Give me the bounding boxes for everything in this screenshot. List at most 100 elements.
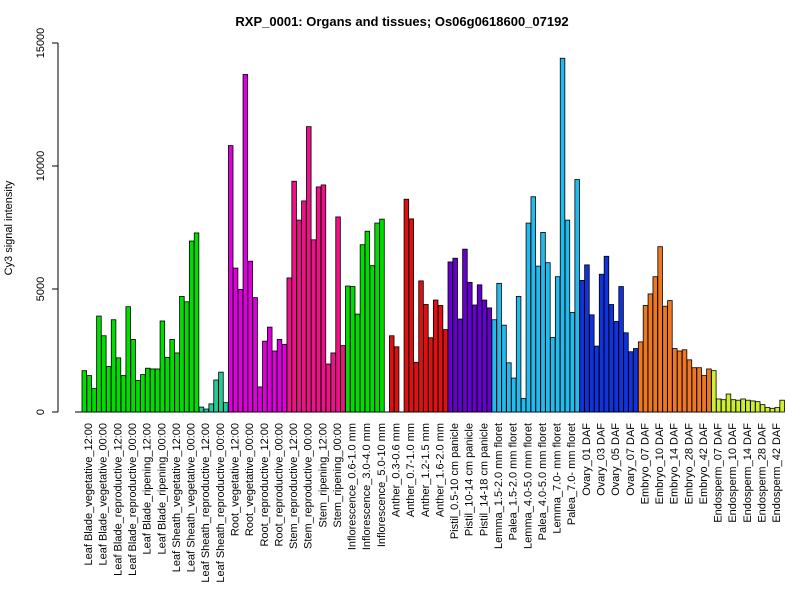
x-tick-label: Stem_ripening_12:00 bbox=[317, 423, 329, 528]
x-tick-label: Endosperm_14 DAF bbox=[742, 423, 754, 523]
x-tick-label: Root_vegetative_12:00 bbox=[229, 423, 241, 536]
bar bbox=[608, 304, 615, 413]
bar bbox=[506, 362, 512, 413]
x-tick-label: Root_reproductive_12:00 bbox=[259, 423, 271, 547]
bar bbox=[101, 335, 107, 413]
bar bbox=[457, 318, 463, 413]
bar bbox=[262, 340, 268, 413]
bar bbox=[725, 393, 732, 413]
bar bbox=[564, 219, 571, 413]
bar bbox=[267, 326, 273, 413]
bar bbox=[198, 406, 205, 413]
x-tick-label: Ovary_03 DAF bbox=[595, 423, 607, 496]
bar bbox=[223, 402, 229, 413]
bar bbox=[730, 399, 737, 413]
bar bbox=[169, 339, 175, 413]
bar bbox=[672, 348, 678, 413]
bar bbox=[779, 399, 785, 413]
bar bbox=[437, 305, 444, 413]
x-tick-label: Pistil_14-18 cm panicle bbox=[478, 423, 490, 536]
x-tick-label: Anther_1.2-1.5 mm bbox=[420, 423, 432, 517]
bar bbox=[242, 74, 249, 413]
bar bbox=[188, 240, 195, 413]
bar bbox=[232, 267, 239, 413]
bar bbox=[657, 246, 663, 413]
x-tick-label: Leaf Sheath_reproductive_00:00 bbox=[215, 423, 227, 583]
x-tick-label: Embryo_10 DAF bbox=[654, 423, 666, 505]
bar bbox=[452, 257, 458, 413]
bar bbox=[554, 276, 561, 413]
bar bbox=[481, 299, 488, 413]
bar bbox=[140, 374, 146, 413]
x-tick-label: Ovary_05 DAF bbox=[610, 423, 622, 496]
bar bbox=[135, 380, 141, 413]
bar bbox=[408, 218, 414, 413]
bar bbox=[81, 370, 87, 413]
bar bbox=[735, 399, 741, 413]
bar bbox=[296, 219, 302, 413]
bar bbox=[364, 230, 371, 413]
x-tick-label: Anther_0.7-1.0 mm bbox=[405, 423, 417, 517]
bar bbox=[550, 337, 556, 413]
bar bbox=[750, 400, 756, 413]
bar bbox=[579, 279, 585, 413]
bar bbox=[491, 319, 497, 413]
bar bbox=[179, 295, 185, 413]
bar bbox=[496, 282, 502, 413]
x-tick-labels: Leaf Blade_vegetative_12:00 Leaf Blade_ve… bbox=[83, 423, 783, 583]
bar bbox=[145, 367, 151, 413]
bar bbox=[120, 375, 127, 413]
bar bbox=[86, 375, 92, 413]
bar bbox=[613, 321, 619, 413]
bar bbox=[637, 341, 644, 413]
bar bbox=[764, 407, 771, 413]
bar bbox=[701, 375, 707, 413]
bar bbox=[218, 371, 224, 413]
bar bbox=[603, 255, 610, 413]
x-tick-label: Stem_reproductive_00:00 bbox=[303, 423, 315, 549]
bar bbox=[306, 126, 312, 413]
x-tick-label: Leaf Sheath_reproductive_12:00 bbox=[200, 423, 212, 583]
bar bbox=[340, 345, 346, 413]
bar bbox=[276, 339, 283, 413]
bar bbox=[330, 352, 336, 413]
bar bbox=[711, 370, 717, 413]
bar bbox=[403, 198, 410, 413]
x-tick-label: Palea_1.5-2.0 mm floret bbox=[508, 423, 520, 540]
bar bbox=[720, 399, 727, 413]
bar bbox=[359, 244, 366, 413]
bar bbox=[159, 320, 166, 413]
y-axis-label: Cy3 signal intensity bbox=[3, 180, 15, 275]
x-tick-label: Root_reproductive_00:00 bbox=[273, 423, 285, 547]
bar bbox=[374, 222, 380, 413]
bar bbox=[325, 363, 331, 413]
bar bbox=[511, 377, 517, 413]
bar bbox=[476, 284, 483, 413]
bar bbox=[769, 407, 776, 413]
bar bbox=[349, 286, 356, 413]
x-tick-label: Pistil_0.5-10 cm panicle bbox=[449, 423, 461, 539]
x-tick-label: Root_vegetative_00:00 bbox=[244, 423, 256, 536]
bar bbox=[286, 277, 292, 413]
bar bbox=[149, 368, 156, 413]
bar bbox=[110, 319, 117, 413]
bar bbox=[759, 404, 766, 413]
bar bbox=[96, 315, 102, 413]
x-tick-label: Anther_0.3-0.6 mm bbox=[391, 423, 403, 517]
bar bbox=[471, 304, 478, 413]
x-tick-label: Embryo_28 DAF bbox=[683, 423, 695, 505]
bar bbox=[676, 350, 683, 413]
bar bbox=[237, 289, 244, 413]
bar bbox=[301, 200, 307, 413]
bar bbox=[486, 307, 493, 413]
x-tick-label: Lemma_1.5-2.0 mm floret bbox=[493, 423, 505, 549]
y-tick-label: 10000 bbox=[35, 151, 47, 182]
bar bbox=[652, 276, 658, 413]
y-tick-label: 15000 bbox=[35, 28, 47, 59]
x-tick-label: Leaf Blade_vegetative_12:00 bbox=[83, 423, 95, 566]
bar bbox=[642, 305, 649, 413]
bar bbox=[208, 403, 214, 413]
y-tick-label: 0 bbox=[35, 409, 47, 415]
x-tick-label: Palea_7.0- mm floret bbox=[566, 423, 578, 525]
x-tick-label: Inflorescence_5.0-10 mm bbox=[376, 423, 388, 547]
